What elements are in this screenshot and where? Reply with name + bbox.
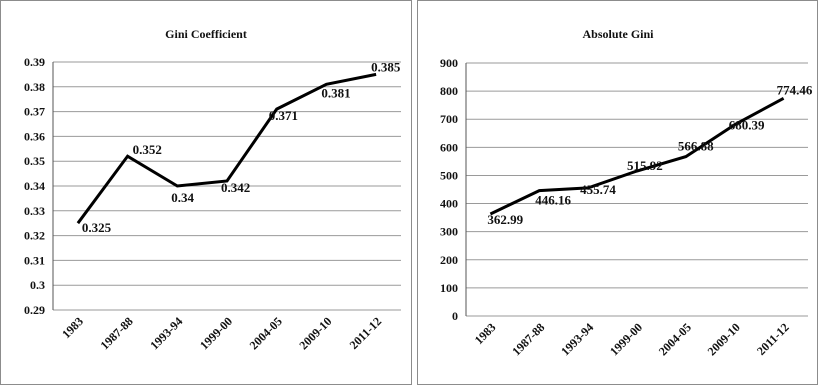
data-label: 0.325 <box>82 220 112 235</box>
data-label: 0.342 <box>221 180 250 195</box>
series-line <box>76 72 377 225</box>
data-label: 566.88 <box>678 139 714 154</box>
data-label: 515.92 <box>627 158 663 173</box>
data-label: 0.385 <box>371 59 401 74</box>
data-label: 680.39 <box>729 118 765 133</box>
x-tick-label: 1999-00 <box>607 320 645 358</box>
x-tick-label: 2004-05 <box>247 314 285 352</box>
absolute-gini-chart-panel: Absolute Gini 900 800 700 600 500 400 300 200 10… <box>417 0 818 385</box>
data-label: 0.34 <box>171 190 194 205</box>
x-tick-label: 1993-94 <box>558 320 596 358</box>
data-label: 0.371 <box>269 108 298 123</box>
x-tick-label: 1987-88 <box>509 320 547 358</box>
series-line <box>489 96 785 216</box>
y-tick-label: 100 <box>440 281 458 295</box>
data-label: 455.74 <box>580 182 616 197</box>
data-label: 774.46 <box>777 82 813 97</box>
y-tick-label: 0.3 <box>30 278 45 292</box>
y-tick-label: 500 <box>440 168 458 182</box>
y-tick-label: 900 <box>440 56 458 70</box>
x-tick-label: 1983 <box>472 320 499 347</box>
gini-coefficient-chart-panel: Gini Coefficient 0.39 0.38 0.37 0.36 0.35 0.3… <box>0 0 412 385</box>
y-tick-label: 300 <box>440 225 458 239</box>
y-tick-label: 0.38 <box>24 80 45 94</box>
data-label: 362.99 <box>487 212 523 227</box>
y-tick-label: 0.37 <box>24 105 45 119</box>
y-tick-label: 0 <box>452 309 458 323</box>
x-tick-label: 1993-94 <box>147 314 185 352</box>
data-label: 0.352 <box>133 142 162 157</box>
y-tick-label: 0.32 <box>24 229 45 243</box>
absolute-gini-chart: Absolute Gini 900 800 700 600 500 400 300 200 10… <box>440 27 813 358</box>
y-tick-label: 0.31 <box>24 253 45 267</box>
y-tick-label: 0.29 <box>24 303 45 317</box>
x-tick-label: 1983 <box>59 314 86 341</box>
x-tick-label: 2004-05 <box>656 320 694 358</box>
y-tick-label: 0.33 <box>24 204 45 218</box>
gini-coefficient-chart: Gini Coefficient 0.39 0.38 0.37 0.36 0.35 0.3… <box>24 27 401 352</box>
data-label: 0.381 <box>321 85 350 100</box>
x-tick-label: 2011-12 <box>347 314 385 352</box>
y-tick-label: 700 <box>440 112 458 126</box>
x-tick-label: 2009-10 <box>705 320 743 358</box>
y-tick-label: 400 <box>440 197 458 211</box>
chart-title: Gini Coefficient <box>165 27 247 41</box>
y-tick-label: 0.36 <box>24 129 45 143</box>
x-tick-label: 2009-10 <box>296 314 334 352</box>
chart-title: Absolute Gini <box>582 27 654 41</box>
y-tick-label: 200 <box>440 253 458 267</box>
x-tick-label: 2011-12 <box>754 320 792 358</box>
y-tick-label: 800 <box>440 84 458 98</box>
y-tick-label: 0.35 <box>24 154 45 168</box>
y-tick-label: 600 <box>440 140 458 154</box>
y-tick-label: 0.39 <box>24 55 45 69</box>
x-tick-label: 1987-88 <box>98 314 136 352</box>
y-tick-label: 0.34 <box>24 179 45 193</box>
data-label: 446.16 <box>535 193 571 208</box>
x-tick-label: 1999-00 <box>197 314 235 352</box>
